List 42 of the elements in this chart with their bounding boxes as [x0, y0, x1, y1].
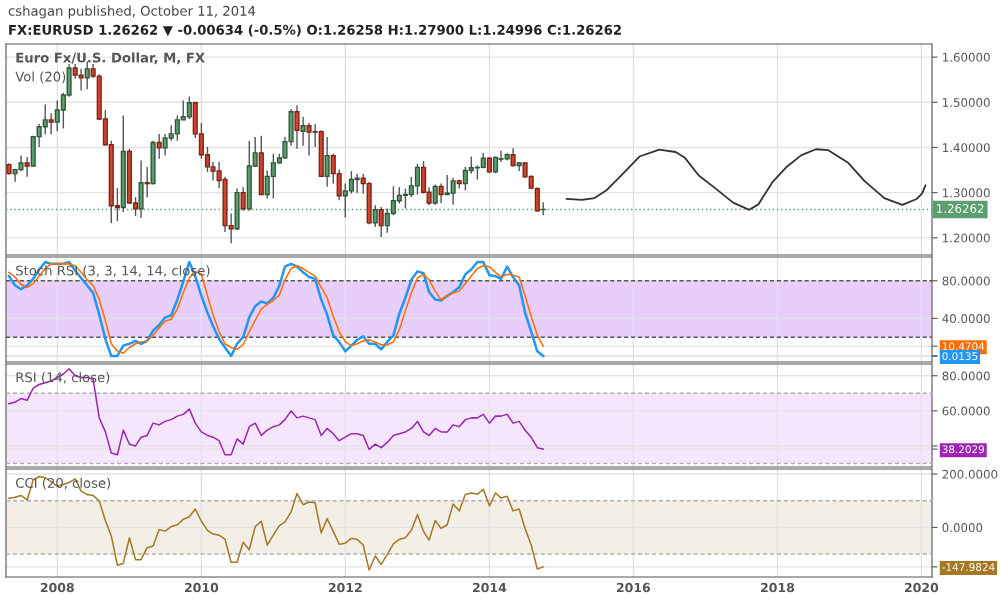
x-tick-label: 2008 [40, 582, 74, 593]
chart-title: cshagan published, October 11, 2014 [8, 5, 256, 19]
x-tick-label: 2018 [761, 582, 795, 593]
x-tick-label: 2012 [328, 582, 362, 593]
x-tick-label: 2014 [473, 582, 507, 593]
line-series [565, 148, 927, 211]
y-tick-label: 38.2029 [942, 445, 985, 454]
candlestick [240, 186, 246, 212]
x-tick-label: 2010 [184, 582, 219, 593]
annotation: Vol (20) [15, 71, 66, 84]
x-tick-label: 2020 [904, 582, 939, 593]
candlestick [156, 133, 162, 160]
candlestick [294, 104, 300, 150]
line-series [8, 475, 544, 571]
candlestick [324, 136, 330, 188]
y-tick-label: 1.40000 [943, 143, 990, 153]
y-tick-label: 80.0000 [942, 371, 990, 381]
candlestick [438, 182, 444, 204]
candlestick [432, 183, 438, 206]
candlestick [48, 112, 54, 136]
candlestick [144, 166, 150, 198]
y-tick-label: 1.20000 [943, 233, 990, 243]
x-tick-label: 2016 [616, 582, 651, 593]
ref-line-label: 1.26262 [937, 204, 984, 213]
line-series [8, 367, 544, 456]
y-tick-label: 0.0000 [942, 523, 983, 533]
y-tick-label: 80.0000 [942, 276, 990, 286]
chart-subtitle: FX:EURUSD 1.26262 ▼ -0.00634 (-0.5%) O:1.26258 H:1.27900 L:1.24996 C:1.26262 [9, 24, 621, 37]
annotation: Euro Fx/U.S. Dollar, M, FX [16, 52, 205, 65]
y-tick-label: 10.4704 [942, 342, 985, 351]
y-tick-label: 0.0135 [942, 352, 978, 361]
y-tick-label: 1.60000 [943, 52, 990, 62]
y-tick-label: -147.9824 [942, 563, 995, 571]
y-tick-label: 1.30000 [943, 188, 990, 198]
y-tick-label: 200.0000 [942, 469, 998, 479]
candlestick [300, 116, 306, 147]
candlestick [372, 204, 378, 228]
y-tick-label: 60.0000 [942, 406, 990, 416]
candlestick [24, 156, 30, 178]
candlestick [378, 206, 384, 238]
y-tick-label: 40.0000 [942, 314, 990, 324]
y-tick-label: 1.50000 [943, 98, 990, 107]
